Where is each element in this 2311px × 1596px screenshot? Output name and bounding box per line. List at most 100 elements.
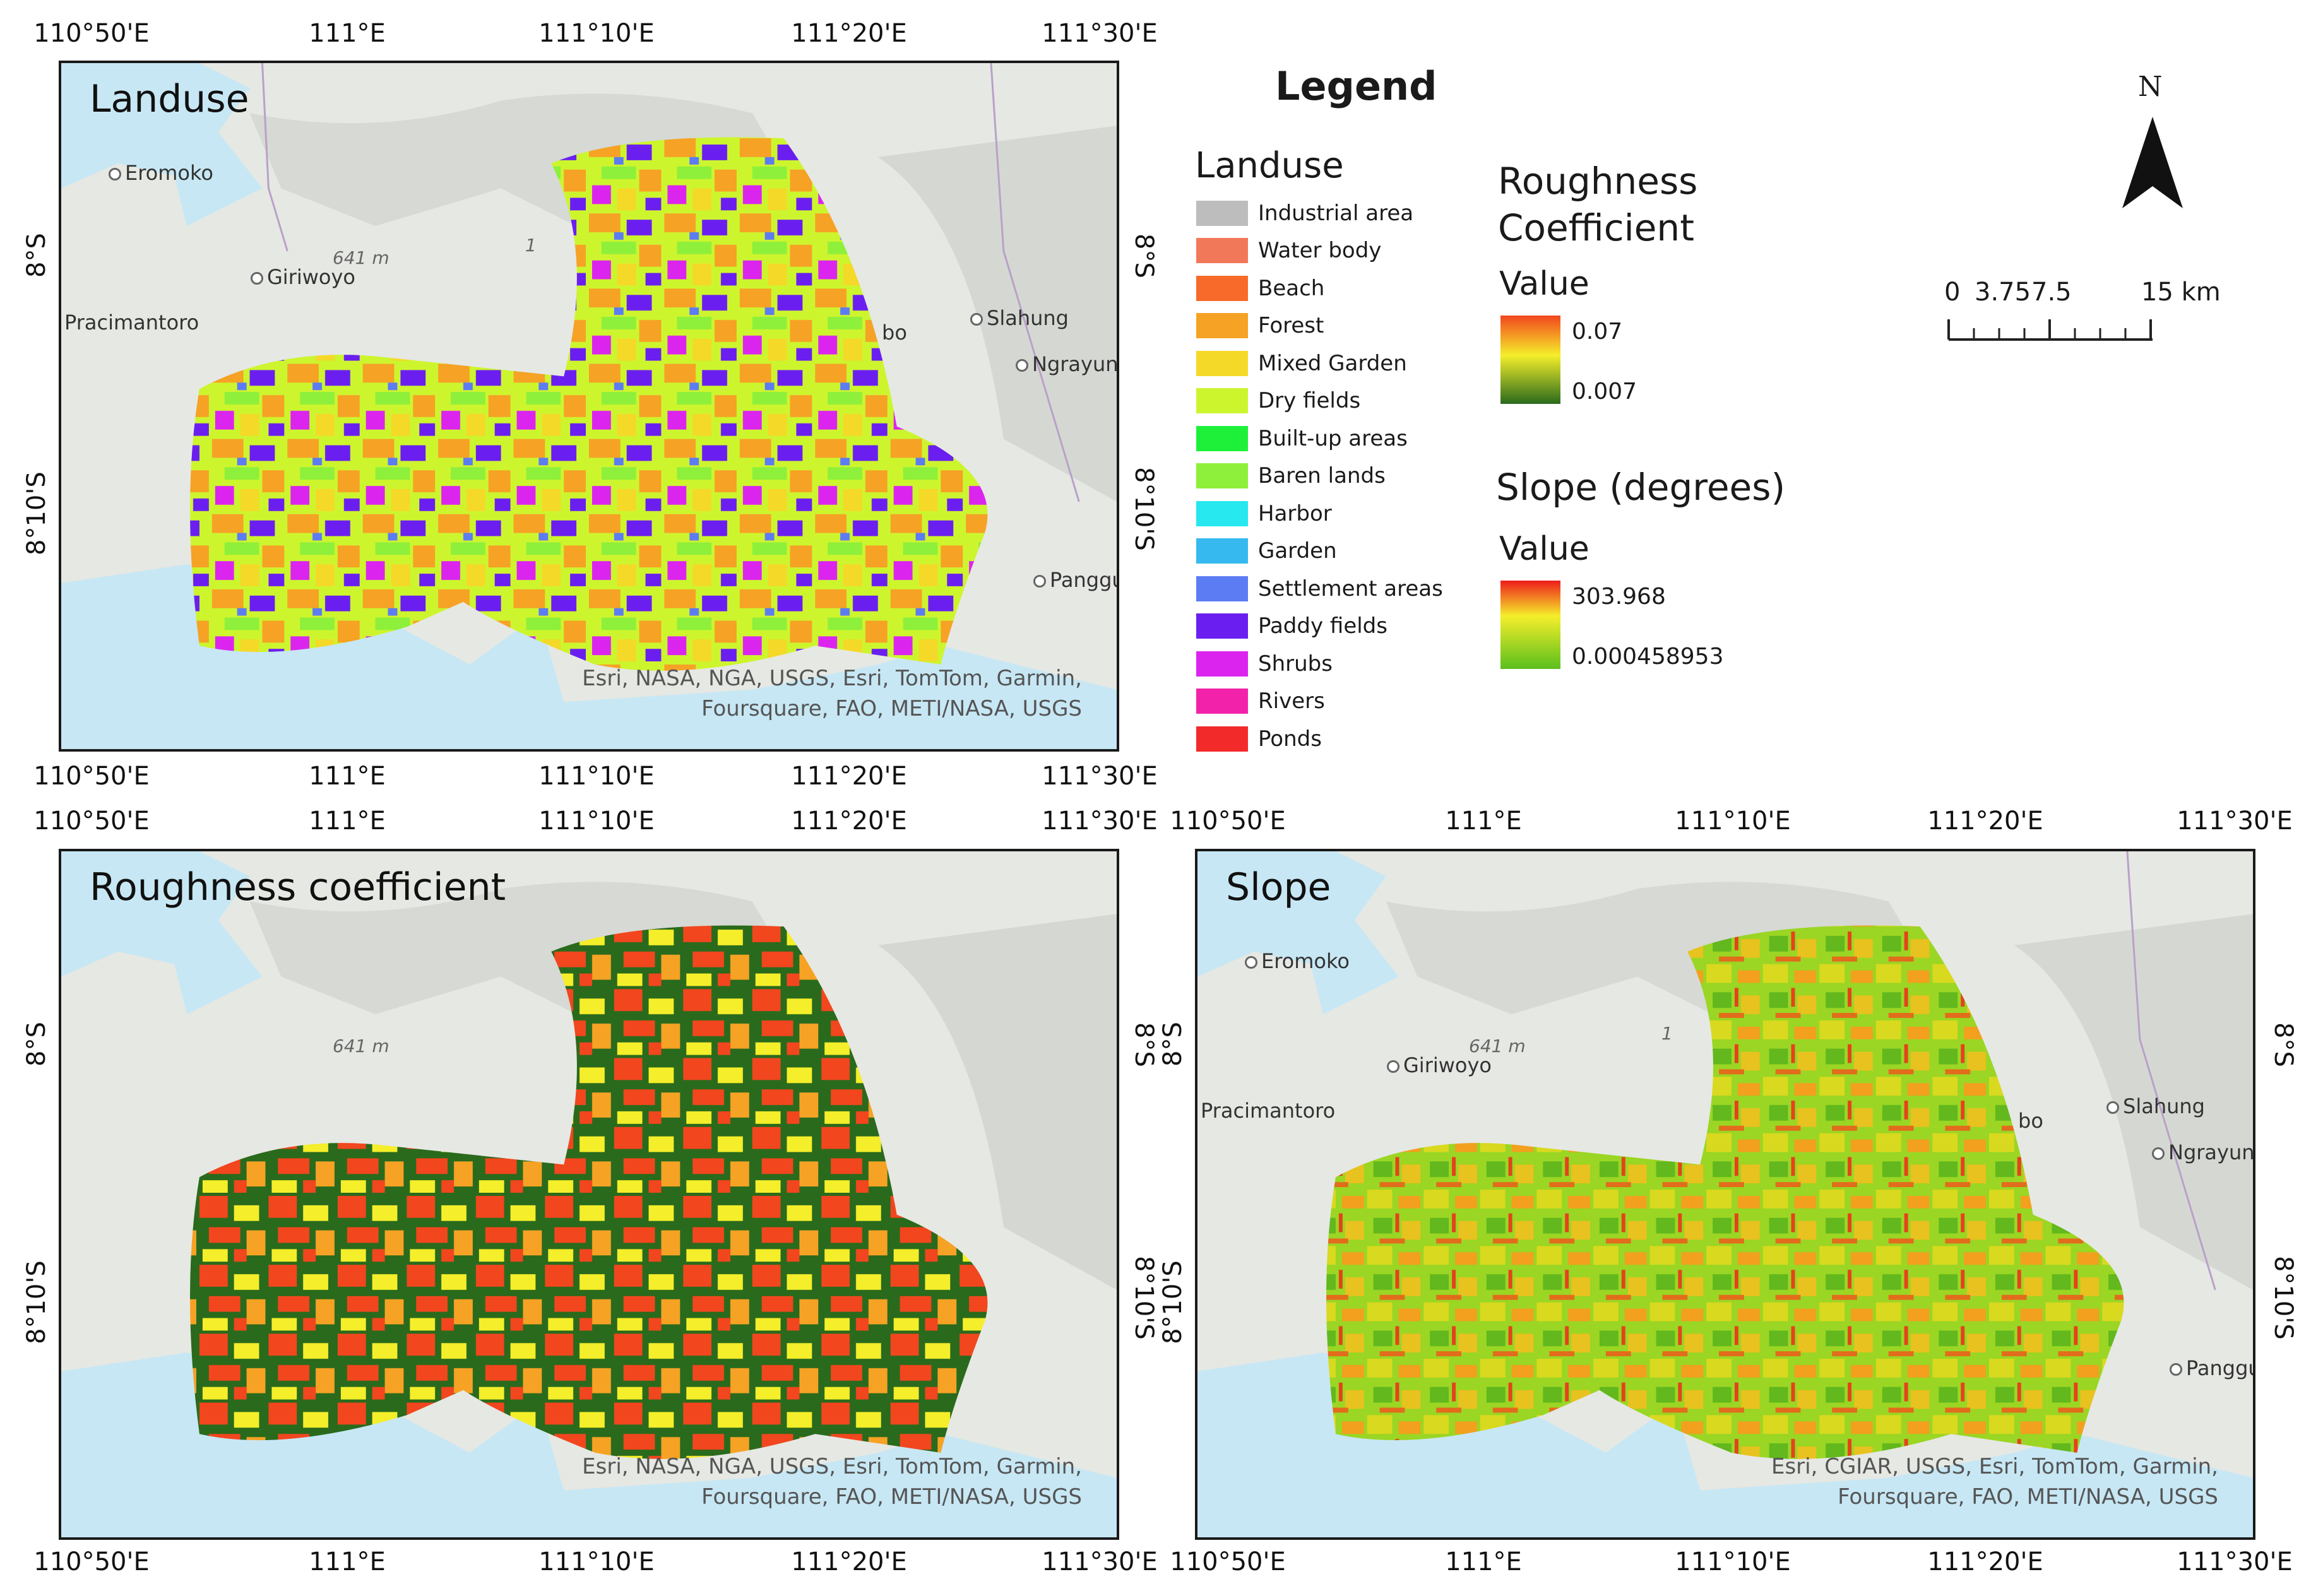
lon-tick: 110°50'E	[33, 762, 150, 791]
landuse-legend-item: Garden	[1196, 533, 1443, 570]
lon-tick: 110°50'E	[1170, 807, 1286, 836]
landuse-legend-item: Forest	[1196, 307, 1443, 345]
lon-tick: 111°10'E	[538, 762, 655, 791]
lon-tick: 111°10'E	[1675, 807, 1791, 836]
north-arrow-label: N	[2138, 71, 2163, 103]
legend-swatch	[1196, 689, 1248, 714]
slope-max-value: 303.968	[1572, 584, 1666, 610]
landuse-legend-item: Ponds	[1196, 720, 1443, 758]
map-title: Landuse	[90, 77, 249, 121]
lat-tick: 8°10'S	[2269, 1256, 2298, 1340]
legend-label: Paddy fields	[1258, 613, 1387, 639]
lon-tick: 111°10'E	[538, 1547, 655, 1576]
place-giriwoyo: Giriwoyo	[1387, 1053, 1492, 1077]
scale-label: 15 km	[2141, 278, 2221, 307]
lon-tick: 111°20'E	[791, 19, 907, 48]
place-ngrayun: Ngrayun	[1016, 352, 1117, 376]
landuse-legend-item: Dry fields	[1196, 382, 1443, 420]
lon-tick: 111°10'E	[538, 807, 655, 836]
lon-tick: 110°50'E	[33, 19, 150, 48]
legend-label: Harbor	[1258, 500, 1332, 526]
lat-tick: 8°10'S	[1158, 1260, 1187, 1344]
landuse-legend-list: Industrial area Water body Beach Forest Mixe…	[1196, 194, 1443, 758]
legend-swatch	[1196, 275, 1248, 301]
lon-tick: 111°30'E	[1042, 762, 1158, 791]
lat-tick: 8°S	[2269, 1022, 2298, 1067]
landuse-legend-heading: Landuse	[1195, 145, 1344, 186]
scale-label: 0	[1944, 278, 1961, 307]
legend-swatch	[1196, 388, 1248, 414]
lon-tick: 111°30'E	[1042, 1547, 1158, 1576]
legend-swatch	[1196, 613, 1248, 639]
lat-tick: 8°S	[22, 1022, 51, 1067]
place-ngrayun: Ngrayun	[2152, 1140, 2253, 1164]
legend-label: Water body	[1258, 238, 1382, 264]
lat-tick: 8°S	[1129, 233, 1158, 278]
lat-tick: 8°S	[1158, 1022, 1187, 1067]
lon-tick: 111°20'E	[1927, 1547, 2043, 1576]
legend-label: Rivers	[1258, 689, 1325, 714]
landuse-legend-item: Baren lands	[1196, 458, 1443, 495]
legend-swatch	[1196, 313, 1248, 339]
roughness-map-basemap	[61, 851, 1117, 1537]
place-panggul: Panggu	[2170, 1356, 2253, 1380]
lon-tick: 111°30'E	[2177, 1547, 2293, 1576]
elevation-label: 641 m	[333, 247, 389, 268]
legend-swatch	[1196, 463, 1248, 489]
place-slahung: Slahung	[970, 306, 1069, 330]
legend-swatch	[1196, 238, 1248, 264]
landuse-legend-item: Shrubs	[1196, 645, 1443, 683]
legend-label: Forest	[1258, 313, 1324, 339]
lon-tick: 111°E	[1445, 1547, 1522, 1576]
lon-tick: 110°50'E	[33, 807, 150, 836]
scale-label: 3.75	[1975, 278, 2031, 307]
legend-label: Mixed Garden	[1258, 350, 1407, 376]
slope-value-label: Value	[1499, 530, 1589, 568]
lon-tick: 111°30'E	[2177, 807, 2293, 836]
lon-tick: 111°E	[1445, 807, 1522, 836]
lon-tick: 111°30'E	[1042, 19, 1158, 48]
map-title: Roughness coefficient	[90, 865, 506, 909]
map-attribution: Esri, NASA, NGA, USGS, Esri, TomTom, Gar…	[582, 666, 1082, 721]
slope-color-ramp	[1500, 581, 1560, 669]
landuse-map[interactable]: Landuse Eromoko Giriwoyo Pracimantoro 64…	[59, 61, 1119, 752]
lat-tick: 8°10'S	[1129, 467, 1158, 551]
roughness-map[interactable]: Roughness coefficient 641 m Esri, NASA, …	[59, 849, 1119, 1540]
legend-title: Legend	[1275, 63, 1437, 109]
slope-raster	[1326, 925, 2124, 1459]
place-bo: bo	[882, 321, 907, 345]
lon-tick: 111°E	[309, 807, 386, 836]
landuse-legend-item: Settlement areas	[1196, 570, 1443, 608]
legend-swatch	[1196, 425, 1248, 451]
north-arrow-icon	[2122, 117, 2183, 208]
lon-tick: 111°E	[309, 762, 386, 791]
lon-tick: 111°10'E	[1675, 1547, 1791, 1576]
slope-legend-heading: Slope (degrees)	[1496, 466, 1786, 509]
lat-tick: 8°S	[22, 233, 51, 278]
legend-swatch	[1196, 651, 1248, 677]
legend-label: Dry fields	[1258, 388, 1361, 414]
place-bo: bo	[2018, 1109, 2043, 1133]
roughness-raster	[190, 925, 988, 1459]
lon-tick: 111°20'E	[1927, 807, 2043, 836]
lat-tick: 8°10'S	[1129, 1256, 1158, 1340]
landuse-legend-item: Built-up areas	[1196, 420, 1443, 458]
landuse-legend-item: Paddy fields	[1196, 608, 1443, 646]
legend-label: Industrial area	[1258, 200, 1414, 226]
legend-swatch	[1196, 576, 1248, 601]
slope-map-basemap	[1197, 851, 2253, 1537]
elevation-label: 641 m	[1469, 1036, 1526, 1056]
scale-bar	[1947, 319, 2153, 341]
slope-map[interactable]: Slope Eromoko Giriwoyo Pracimantoro 641 …	[1195, 849, 2255, 1540]
lon-tick: 111°20'E	[791, 807, 907, 836]
lat-tick: 8°10'S	[22, 1260, 51, 1344]
legend-label: Baren lands	[1258, 463, 1386, 489]
elevation-label: 641 m	[333, 1036, 389, 1056]
legend-swatch	[1196, 350, 1248, 376]
place-slahung: Slahung	[2106, 1094, 2205, 1118]
landuse-legend-item: Industrial area	[1196, 194, 1443, 232]
lon-tick: 111°20'E	[791, 762, 907, 791]
landuse-map-basemap	[61, 63, 1117, 749]
lon-tick: 111°30'E	[1042, 807, 1158, 836]
slope-min-value: 0.000458953	[1572, 644, 1724, 670]
